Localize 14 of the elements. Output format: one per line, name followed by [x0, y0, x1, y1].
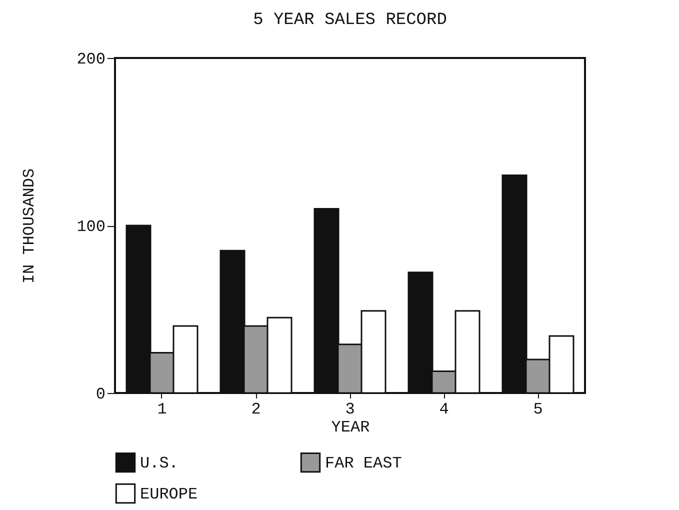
legend-label: FAR EAST	[325, 454, 402, 473]
chart-title: 5 YEAR SALES RECORD	[253, 11, 447, 30]
y-tick-label: 200	[76, 50, 106, 68]
y-tick-label: 0	[96, 386, 106, 404]
x-tick-label: 2	[251, 400, 261, 418]
y-tick-label: 100	[76, 218, 106, 236]
x-tick-label: 4	[439, 400, 449, 418]
x-tick-label: 3	[345, 400, 355, 418]
legend-label: EUROPE	[140, 486, 198, 504]
x-tick-label: 5	[533, 400, 543, 418]
legend-label: U.S.	[140, 454, 178, 473]
x-tick-label: 1	[157, 400, 167, 418]
y-axis-title: IN THOUSANDS	[20, 168, 39, 284]
x-axis-title: YEAR	[331, 418, 370, 436]
